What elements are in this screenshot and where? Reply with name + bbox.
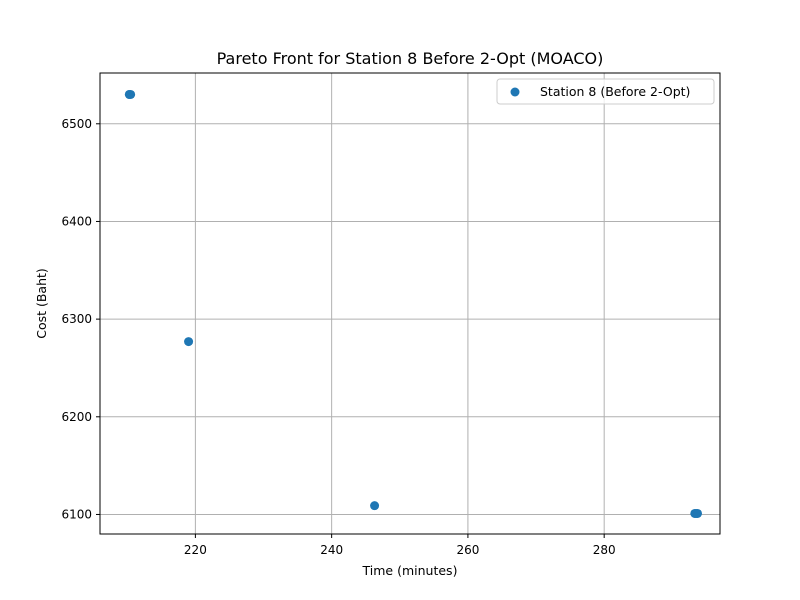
y-axis-label: Cost (Baht) [34,268,49,339]
x-tick-label: 260 [456,543,479,557]
x-axis-label: Time (minutes) [362,563,458,578]
chart-title: Pareto Front for Station 8 Before 2-Opt … [217,49,604,68]
x-tick-label: 280 [593,543,616,557]
scatter-point [370,501,380,511]
scatter-point [184,337,194,347]
legend-box [496,78,715,105]
scatter-point [126,89,136,99]
x-tick-label: 240 [320,543,343,557]
legend: Station 8 (Before 2-Opt) [496,78,715,105]
x-tick-label: 220 [184,543,207,557]
scatter-point [693,508,703,518]
y-tick-label: 6200 [61,410,92,424]
legend-marker [510,87,520,97]
y-tick-label: 6500 [61,117,92,131]
grid-lines [100,73,720,534]
x-axis-ticks: 220 240 260 280 [184,534,616,557]
y-tick-label: 6300 [61,312,92,326]
y-tick-label: 6400 [61,214,92,228]
scatter-points [124,89,703,518]
y-tick-label: 6100 [61,507,92,521]
legend-label: Station 8 (Before 2-Opt) [540,84,690,99]
y-axis-ticks: 6100 6200 6300 6400 6500 [61,117,100,521]
plot-area-frame [99,72,721,535]
